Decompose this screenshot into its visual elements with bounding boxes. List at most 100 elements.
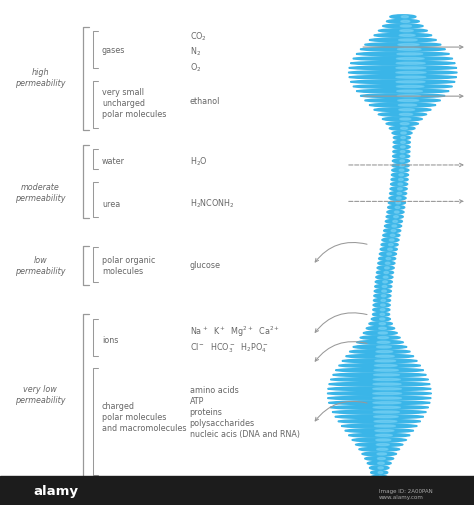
Bar	[0, 476, 474, 505]
Ellipse shape	[374, 411, 399, 413]
Ellipse shape	[378, 472, 383, 474]
Ellipse shape	[371, 471, 388, 475]
Ellipse shape	[399, 174, 403, 177]
Ellipse shape	[398, 100, 419, 103]
Ellipse shape	[387, 254, 392, 256]
Ellipse shape	[392, 155, 410, 159]
Ellipse shape	[399, 179, 403, 181]
Ellipse shape	[389, 197, 406, 200]
Text: glucose: glucose	[190, 260, 220, 269]
Ellipse shape	[379, 328, 386, 330]
Ellipse shape	[366, 327, 395, 331]
Ellipse shape	[327, 392, 431, 395]
Ellipse shape	[385, 220, 402, 224]
Ellipse shape	[357, 341, 403, 344]
Ellipse shape	[380, 314, 385, 316]
Ellipse shape	[374, 299, 391, 302]
Ellipse shape	[392, 174, 409, 177]
Ellipse shape	[371, 318, 391, 321]
Ellipse shape	[389, 127, 415, 131]
Ellipse shape	[378, 462, 384, 464]
Ellipse shape	[383, 118, 422, 122]
Text: Image ID: 2A00PAN
www.alamy.com: Image ID: 2A00PAN www.alamy.com	[379, 488, 433, 499]
Ellipse shape	[388, 201, 405, 205]
Ellipse shape	[374, 416, 398, 418]
Ellipse shape	[397, 91, 422, 93]
Ellipse shape	[390, 16, 416, 20]
Ellipse shape	[386, 215, 403, 219]
Ellipse shape	[390, 239, 394, 241]
Ellipse shape	[375, 356, 394, 358]
Ellipse shape	[390, 192, 407, 196]
Text: H$_2$O: H$_2$O	[190, 155, 208, 167]
Ellipse shape	[376, 351, 393, 353]
Ellipse shape	[400, 119, 411, 121]
Ellipse shape	[378, 113, 427, 117]
Ellipse shape	[398, 184, 403, 186]
Ellipse shape	[383, 277, 388, 279]
Ellipse shape	[349, 76, 456, 80]
Ellipse shape	[336, 369, 424, 372]
Ellipse shape	[360, 336, 400, 340]
Text: high
permeability: high permeability	[15, 68, 65, 88]
Ellipse shape	[341, 424, 417, 428]
Ellipse shape	[374, 425, 395, 427]
Ellipse shape	[393, 141, 410, 145]
Ellipse shape	[367, 462, 391, 465]
Ellipse shape	[374, 370, 398, 372]
Ellipse shape	[400, 114, 413, 116]
Ellipse shape	[396, 86, 424, 88]
Ellipse shape	[356, 90, 449, 94]
Ellipse shape	[401, 128, 408, 130]
Ellipse shape	[374, 365, 397, 367]
Ellipse shape	[399, 110, 415, 112]
Text: very low
permeability: very low permeability	[15, 384, 65, 404]
Ellipse shape	[396, 77, 426, 79]
Ellipse shape	[353, 85, 452, 89]
Ellipse shape	[375, 434, 392, 436]
Ellipse shape	[365, 43, 441, 47]
Ellipse shape	[360, 48, 446, 52]
Ellipse shape	[399, 40, 417, 42]
Ellipse shape	[338, 364, 420, 368]
Text: very small
uncharged
polar molecules: very small uncharged polar molecules	[102, 88, 166, 119]
Ellipse shape	[401, 17, 409, 19]
Ellipse shape	[330, 406, 428, 410]
Ellipse shape	[394, 212, 399, 214]
Ellipse shape	[342, 359, 417, 363]
Ellipse shape	[353, 345, 407, 349]
Ellipse shape	[390, 235, 395, 237]
Ellipse shape	[393, 221, 398, 223]
Ellipse shape	[383, 281, 387, 283]
Ellipse shape	[397, 95, 420, 97]
Ellipse shape	[374, 379, 401, 381]
Ellipse shape	[373, 397, 401, 399]
Ellipse shape	[392, 132, 412, 136]
Text: polar organic
molecules: polar organic molecules	[102, 255, 155, 275]
Ellipse shape	[393, 150, 410, 154]
Ellipse shape	[338, 420, 420, 423]
Ellipse shape	[349, 350, 410, 354]
Ellipse shape	[399, 170, 404, 172]
Ellipse shape	[384, 267, 389, 269]
Ellipse shape	[369, 39, 437, 43]
Ellipse shape	[381, 305, 385, 307]
Text: H$_2$NCONH$_2$: H$_2$NCONH$_2$	[190, 197, 234, 210]
Text: ions: ions	[102, 335, 118, 344]
Text: Na$^+$  K$^+$  Mg$^{2+}$  Ca$^{2+}$
Cl$^-$  HCO$_3^-$  H$_2$PO$_4^-$: Na$^+$ K$^+$ Mg$^{2+}$ Ca$^{2+}$ Cl$^-$ …	[190, 324, 280, 355]
Ellipse shape	[328, 382, 430, 386]
Ellipse shape	[395, 207, 400, 209]
Ellipse shape	[381, 300, 386, 302]
Ellipse shape	[328, 387, 431, 391]
Ellipse shape	[397, 59, 424, 61]
Ellipse shape	[381, 295, 386, 297]
Text: urea: urea	[102, 199, 120, 209]
Ellipse shape	[364, 331, 397, 335]
Ellipse shape	[391, 178, 408, 182]
Ellipse shape	[398, 188, 402, 190]
Text: low
permeability: low permeability	[15, 255, 65, 275]
Ellipse shape	[378, 476, 383, 478]
Ellipse shape	[328, 396, 431, 400]
Ellipse shape	[393, 136, 410, 140]
Ellipse shape	[396, 68, 426, 70]
